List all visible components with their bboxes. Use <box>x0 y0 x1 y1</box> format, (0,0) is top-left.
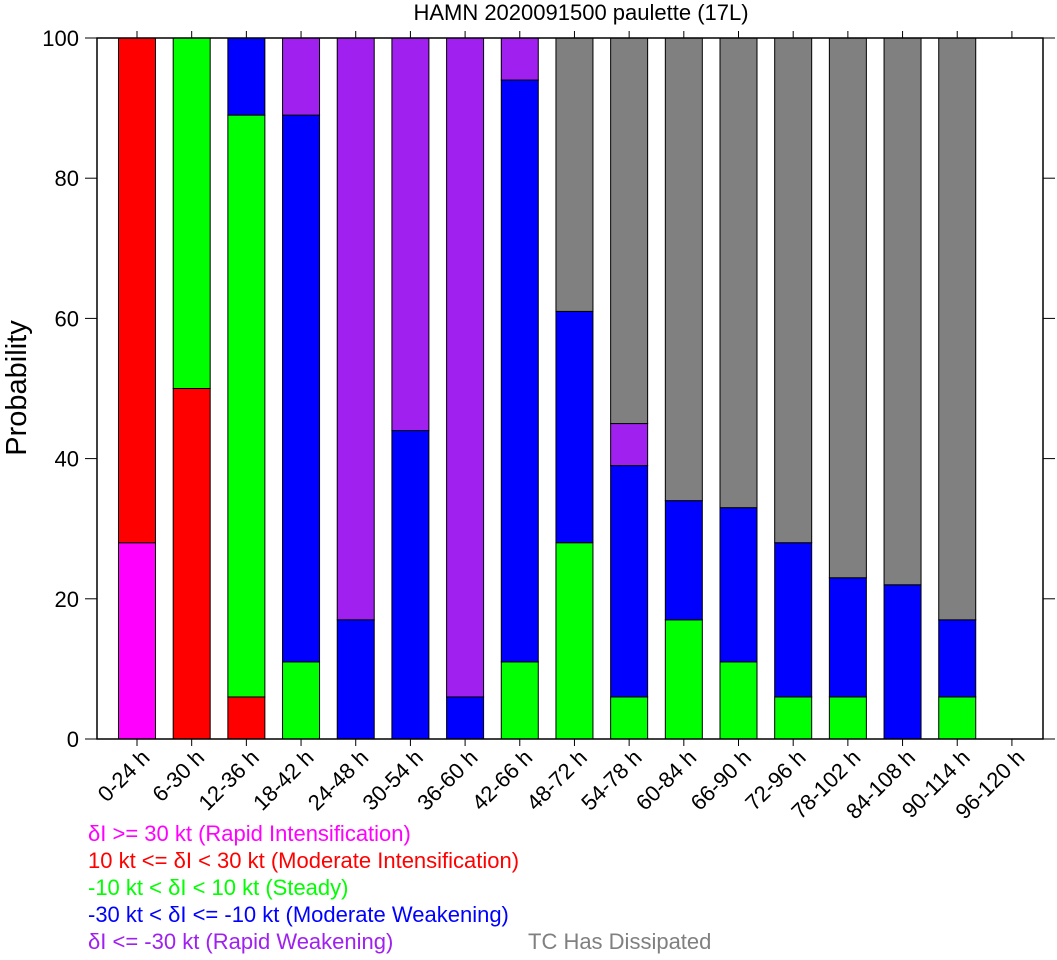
bar-segment <box>774 37 813 544</box>
bar-segment <box>282 661 321 740</box>
bar-segment <box>391 37 430 432</box>
bar-segment <box>118 542 156 740</box>
x-tick-label: 48-72 h <box>522 745 592 815</box>
bar-segment <box>555 37 594 312</box>
x-tick-label: 60-84 h <box>631 745 701 815</box>
chart-title: HAMN 2020091500 paulette (17L) <box>413 0 748 25</box>
y-tick-label: 100 <box>42 26 79 51</box>
bar-segment <box>555 310 594 544</box>
bar-segment <box>227 696 266 740</box>
bar-segment <box>774 542 813 698</box>
bar-segment <box>719 507 758 663</box>
bar-segment <box>719 661 758 740</box>
y-tick-label: 40 <box>55 447 79 472</box>
bar-segment <box>828 577 867 698</box>
bar-segment <box>336 619 375 740</box>
bar-segment <box>664 500 703 621</box>
plot-frame <box>96 37 1044 740</box>
bar-segment <box>883 37 922 586</box>
bar-segment <box>282 114 321 663</box>
bar-segment <box>828 696 867 740</box>
bar-segment <box>938 37 977 621</box>
x-tick-label: 0-24 h <box>93 745 155 807</box>
y-tick-label: 60 <box>55 306 79 331</box>
x-tick-label: 36-60 h <box>412 745 482 815</box>
bar-segment <box>500 37 539 81</box>
x-tick-label: 18-42 h <box>248 745 318 815</box>
bar-segment <box>664 37 703 502</box>
legend-entry: -30 kt < δI <= -10 kt (Moderate Weakenin… <box>88 902 509 927</box>
bar-segment <box>610 37 649 425</box>
x-tick-label: 24-48 h <box>303 745 373 815</box>
y-tick-label: 0 <box>67 727 79 752</box>
legend-entry: -10 kt < δI < 10 kt (Steady) <box>88 875 349 900</box>
y-tick-label: 20 <box>55 587 79 612</box>
legend-entry: TC Has Dissipated <box>528 929 712 954</box>
bar-segment <box>774 696 813 740</box>
bar-segment <box>500 79 539 663</box>
bar-segment <box>500 661 539 740</box>
x-tick-label: 30-54 h <box>358 745 428 815</box>
legend-entry: δI <= -30 kt (Rapid Weakening) <box>88 929 394 954</box>
x-tick-label: 12-36 h <box>193 745 263 815</box>
bar-segment <box>227 37 266 116</box>
x-tick-label: 54-78 h <box>576 745 646 815</box>
x-tick-label: 66-90 h <box>686 745 756 815</box>
bar-segment <box>938 619 977 698</box>
x-tick-label: 42-66 h <box>467 745 537 815</box>
bar-segment <box>391 430 430 740</box>
bar-segment <box>610 696 649 740</box>
bar-segment <box>282 37 321 116</box>
bar-segment <box>828 37 867 579</box>
bar-segment <box>446 37 485 698</box>
bar-segment <box>227 114 266 698</box>
bar-segment <box>172 388 211 740</box>
y-tick-label: 80 <box>55 166 79 191</box>
bar-segment <box>336 37 375 621</box>
bar-segment <box>172 37 211 389</box>
bar-segment <box>118 37 156 544</box>
bar-segment <box>883 584 922 740</box>
bar-segment <box>446 696 485 740</box>
legend-entry: δI >= 30 kt (Rapid Intensification) <box>88 821 411 846</box>
bar-segment <box>938 696 977 740</box>
bar-segment <box>664 619 703 740</box>
bar-segment <box>610 423 649 467</box>
y-axis-label: Probability <box>1 320 33 456</box>
legend-entry: 10 kt <= δI < 30 kt (Moderate Intensific… <box>88 848 520 873</box>
bar-segment <box>555 542 594 740</box>
bar-segment <box>719 37 758 509</box>
bar-segment <box>610 465 649 698</box>
